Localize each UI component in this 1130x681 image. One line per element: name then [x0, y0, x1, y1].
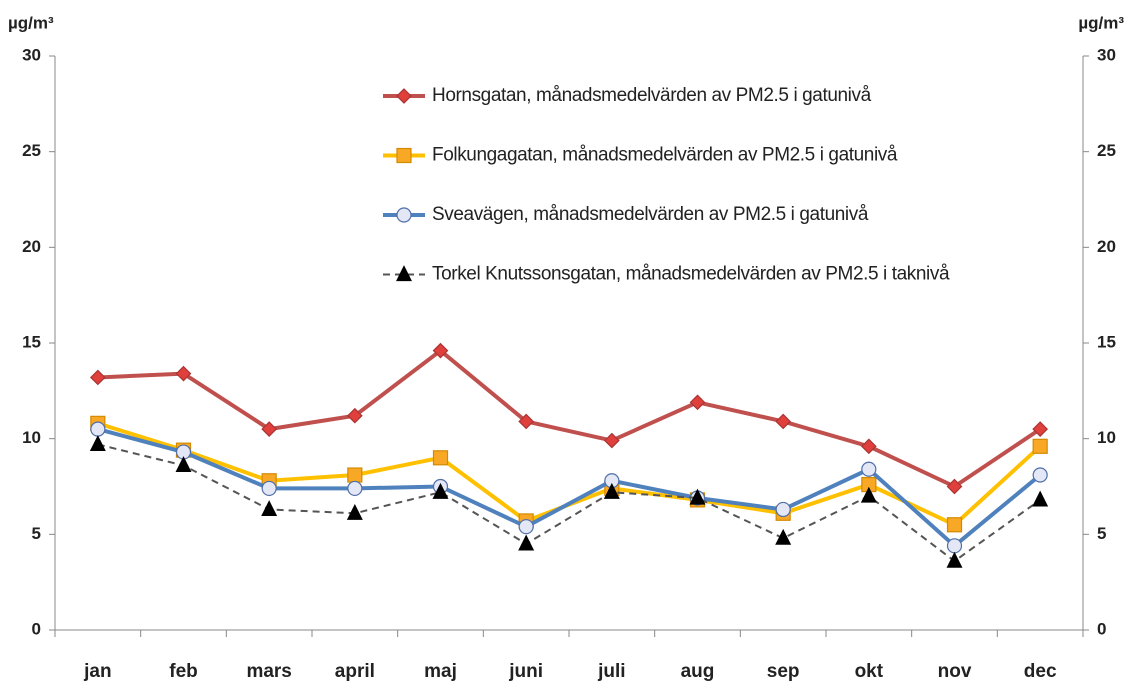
data-point [175, 456, 192, 473]
legend-marker [396, 88, 412, 104]
data-point [347, 480, 363, 497]
x-tick-label: feb [169, 661, 198, 681]
x-tick-label: nov [938, 661, 972, 681]
y-tick-label: 10 [22, 428, 41, 447]
data-point [775, 528, 792, 545]
legend-marker [396, 265, 412, 282]
data-point [689, 488, 706, 505]
data-point [775, 501, 791, 518]
data-point [432, 482, 449, 499]
data-point [603, 432, 620, 449]
legend-marker [396, 147, 412, 164]
y-tick-label: 0 [32, 619, 41, 638]
data-point [860, 438, 877, 455]
y-tick-label: 5 [32, 524, 41, 543]
data-point [603, 482, 620, 499]
y2-tick-label: 10 [1097, 428, 1116, 447]
y2-tick-label: 30 [1097, 45, 1116, 64]
legend-label: Folkungagatan, månadsmedelvärden av PM2.… [432, 145, 898, 166]
y-tick-label: 30 [22, 45, 41, 64]
y-tick-label: 25 [22, 141, 41, 160]
data-point [89, 369, 106, 386]
x-tick-label: mars [246, 661, 291, 681]
x-tick-label: juli [597, 661, 625, 681]
data-point [1032, 421, 1049, 437]
data-point [175, 365, 192, 382]
data-point [432, 450, 449, 466]
data-point [946, 538, 963, 554]
y-axis-label: µg/m³ [8, 13, 54, 32]
y2-tick-label: 15 [1097, 332, 1116, 351]
data-point [261, 421, 278, 437]
legend-marker [396, 207, 412, 223]
legend: Hornsgatan, månadsmedelvärden av PM2.5 i… [378, 70, 1078, 295]
x-tick-label: sep [767, 661, 800, 681]
data-point [518, 519, 534, 535]
x-tick-label: jan [83, 661, 111, 681]
data-point [1032, 467, 1048, 483]
data-point [946, 478, 963, 495]
data-point [261, 480, 277, 497]
x-tick-label: juni [508, 661, 543, 681]
data-point [689, 394, 706, 411]
x-tick-label: aug [681, 661, 715, 681]
y-tick-label: 20 [22, 237, 41, 256]
y2-tick-label: 5 [1097, 524, 1106, 543]
y-tick-label: 15 [22, 332, 41, 351]
data-point [89, 435, 106, 452]
data-point [946, 551, 963, 568]
data-point [261, 500, 278, 517]
legend-box [378, 70, 1078, 295]
series-line [97, 427, 1042, 549]
data-point [946, 517, 963, 533]
data-point [775, 413, 792, 430]
legend-label: Hornsgatan, månadsmedelvärden av PM2.5 i… [432, 85, 872, 106]
data-point [346, 407, 363, 424]
data-point [1032, 438, 1048, 454]
x-tick-label: dec [1024, 661, 1057, 681]
series-line [97, 348, 1042, 489]
x-tick-label: maj [424, 661, 457, 681]
data-point [346, 503, 363, 520]
data-point [860, 486, 877, 503]
x-tick-label: okt [855, 661, 884, 681]
y2-tick-label: 20 [1097, 237, 1116, 256]
data-point [347, 467, 363, 483]
data-point [518, 413, 535, 430]
data-point [432, 342, 449, 359]
data-point [861, 461, 877, 477]
y2-tick-label: 25 [1097, 141, 1116, 160]
data-point [90, 421, 106, 437]
x-tick-label: april [335, 661, 375, 681]
data-point [518, 534, 535, 551]
y2-axis-label: µg/m³ [1078, 13, 1124, 32]
legend-label: Sveavägen, månadsmedelvärden av PM2.5 i … [432, 204, 869, 225]
series-line [97, 443, 1041, 563]
data-point [1032, 490, 1049, 507]
legend-label: Torkel Knutssonsgatan, månadsmedelvärden… [432, 264, 950, 285]
y2-tick-label: 0 [1097, 619, 1106, 638]
